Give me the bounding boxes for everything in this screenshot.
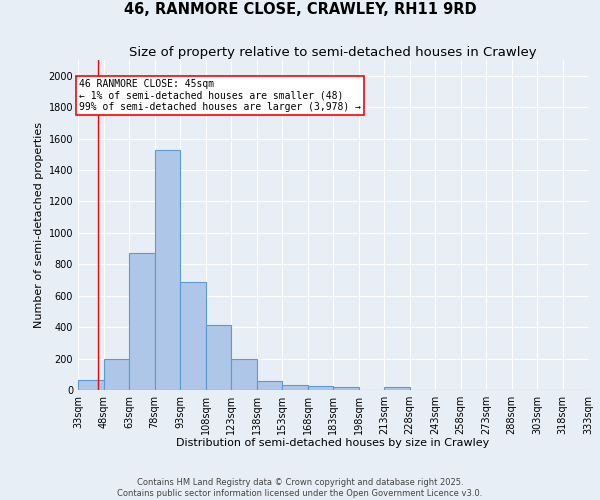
Bar [384,387,409,390]
Y-axis label: Number of semi-detached properties: Number of semi-detached properties [34,122,44,328]
Bar [282,386,308,390]
Bar [333,387,359,390]
Bar [231,360,257,390]
Bar [129,254,155,390]
Title: Size of property relative to semi-detached houses in Crawley: Size of property relative to semi-detach… [129,46,537,59]
Bar [155,150,180,390]
Bar [308,386,333,390]
Bar [257,380,282,390]
X-axis label: Distribution of semi-detached houses by size in Crawley: Distribution of semi-detached houses by … [176,438,490,448]
Bar [206,325,231,390]
Text: 46 RANMORE CLOSE: 45sqm
← 1% of semi-detached houses are smaller (48)
99% of sem: 46 RANMORE CLOSE: 45sqm ← 1% of semi-det… [79,79,361,112]
Bar [78,380,104,390]
Text: 46, RANMORE CLOSE, CRAWLEY, RH11 9RD: 46, RANMORE CLOSE, CRAWLEY, RH11 9RD [124,2,476,18]
Text: Contains HM Land Registry data © Crown copyright and database right 2025.
Contai: Contains HM Land Registry data © Crown c… [118,478,482,498]
Bar [180,282,206,390]
Bar [104,360,129,390]
